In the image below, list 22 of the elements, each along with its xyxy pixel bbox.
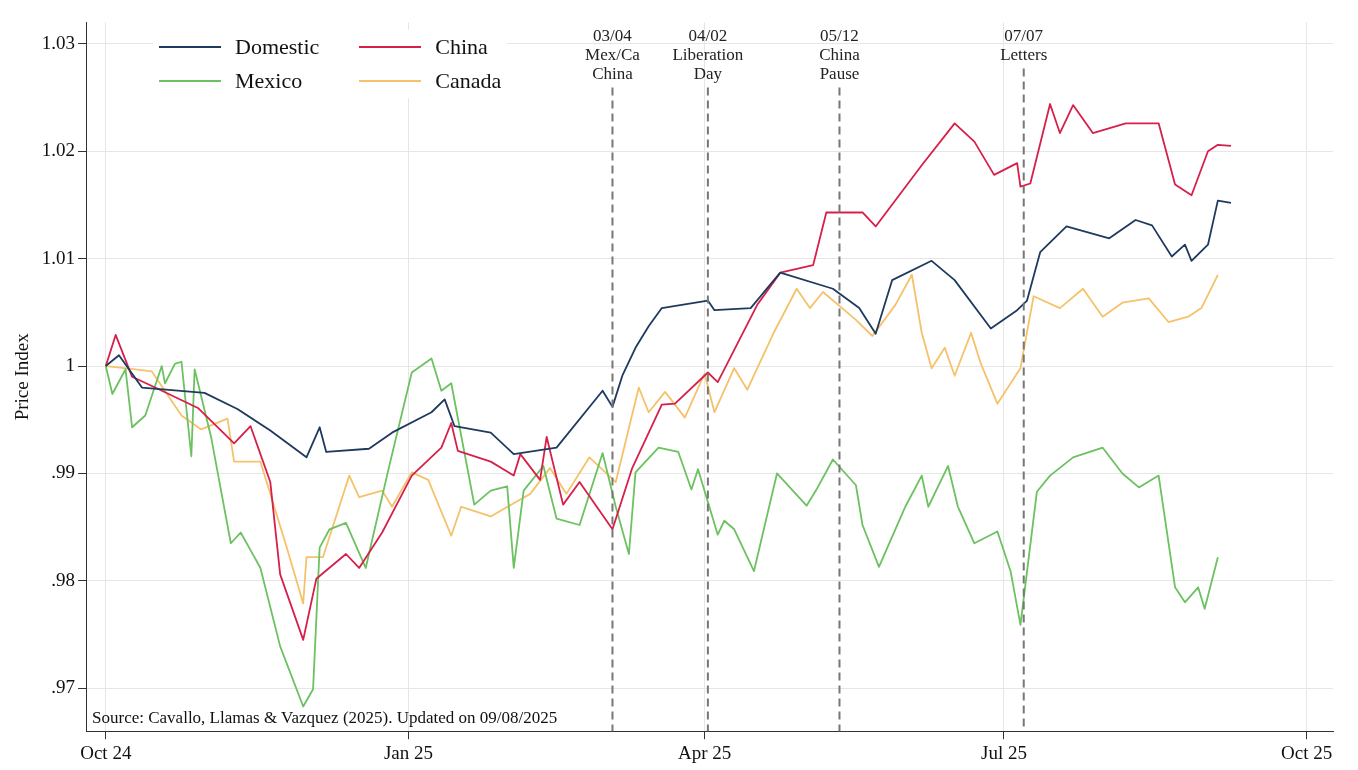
y-tick-label: 1.03: [41, 31, 76, 53]
ref-line-label: 05/12 China Pause: [819, 26, 861, 84]
x-tick-label: Jan 25: [383, 741, 434, 763]
ref-line-label: 07/07 Letters: [1000, 26, 1048, 65]
y-tick-label: 1: [65, 354, 76, 376]
y-tick-label: .98: [51, 568, 76, 590]
ref-line-label: 04/02 Liberation Day: [672, 26, 744, 84]
x-tick-label: Oct 25: [1281, 741, 1333, 763]
x-tick-label: Apr 25: [677, 741, 732, 763]
y-tick-label: 1.02: [41, 139, 76, 161]
y-axis-title: Price Index: [11, 332, 33, 421]
annotation: Source: Cavallo, Llamas & Vazquez (2025). Updated on 09/08/2025: [92, 708, 558, 728]
x-tick-label: Jul 25: [981, 741, 1027, 763]
legend-label: Domestic: [235, 34, 320, 60]
y-tick-label: 1.01: [41, 246, 76, 268]
legend-label: Canada: [435, 68, 502, 94]
y-tick-label: .97: [51, 676, 76, 698]
legend-label: China: [435, 34, 488, 60]
legend-label: Mexico: [235, 68, 303, 94]
x-tick-label: Oct 24: [80, 741, 132, 763]
ref-line-label: 03/04 Mex/Ca China: [585, 26, 641, 84]
y-tick-label: .99: [51, 461, 76, 483]
